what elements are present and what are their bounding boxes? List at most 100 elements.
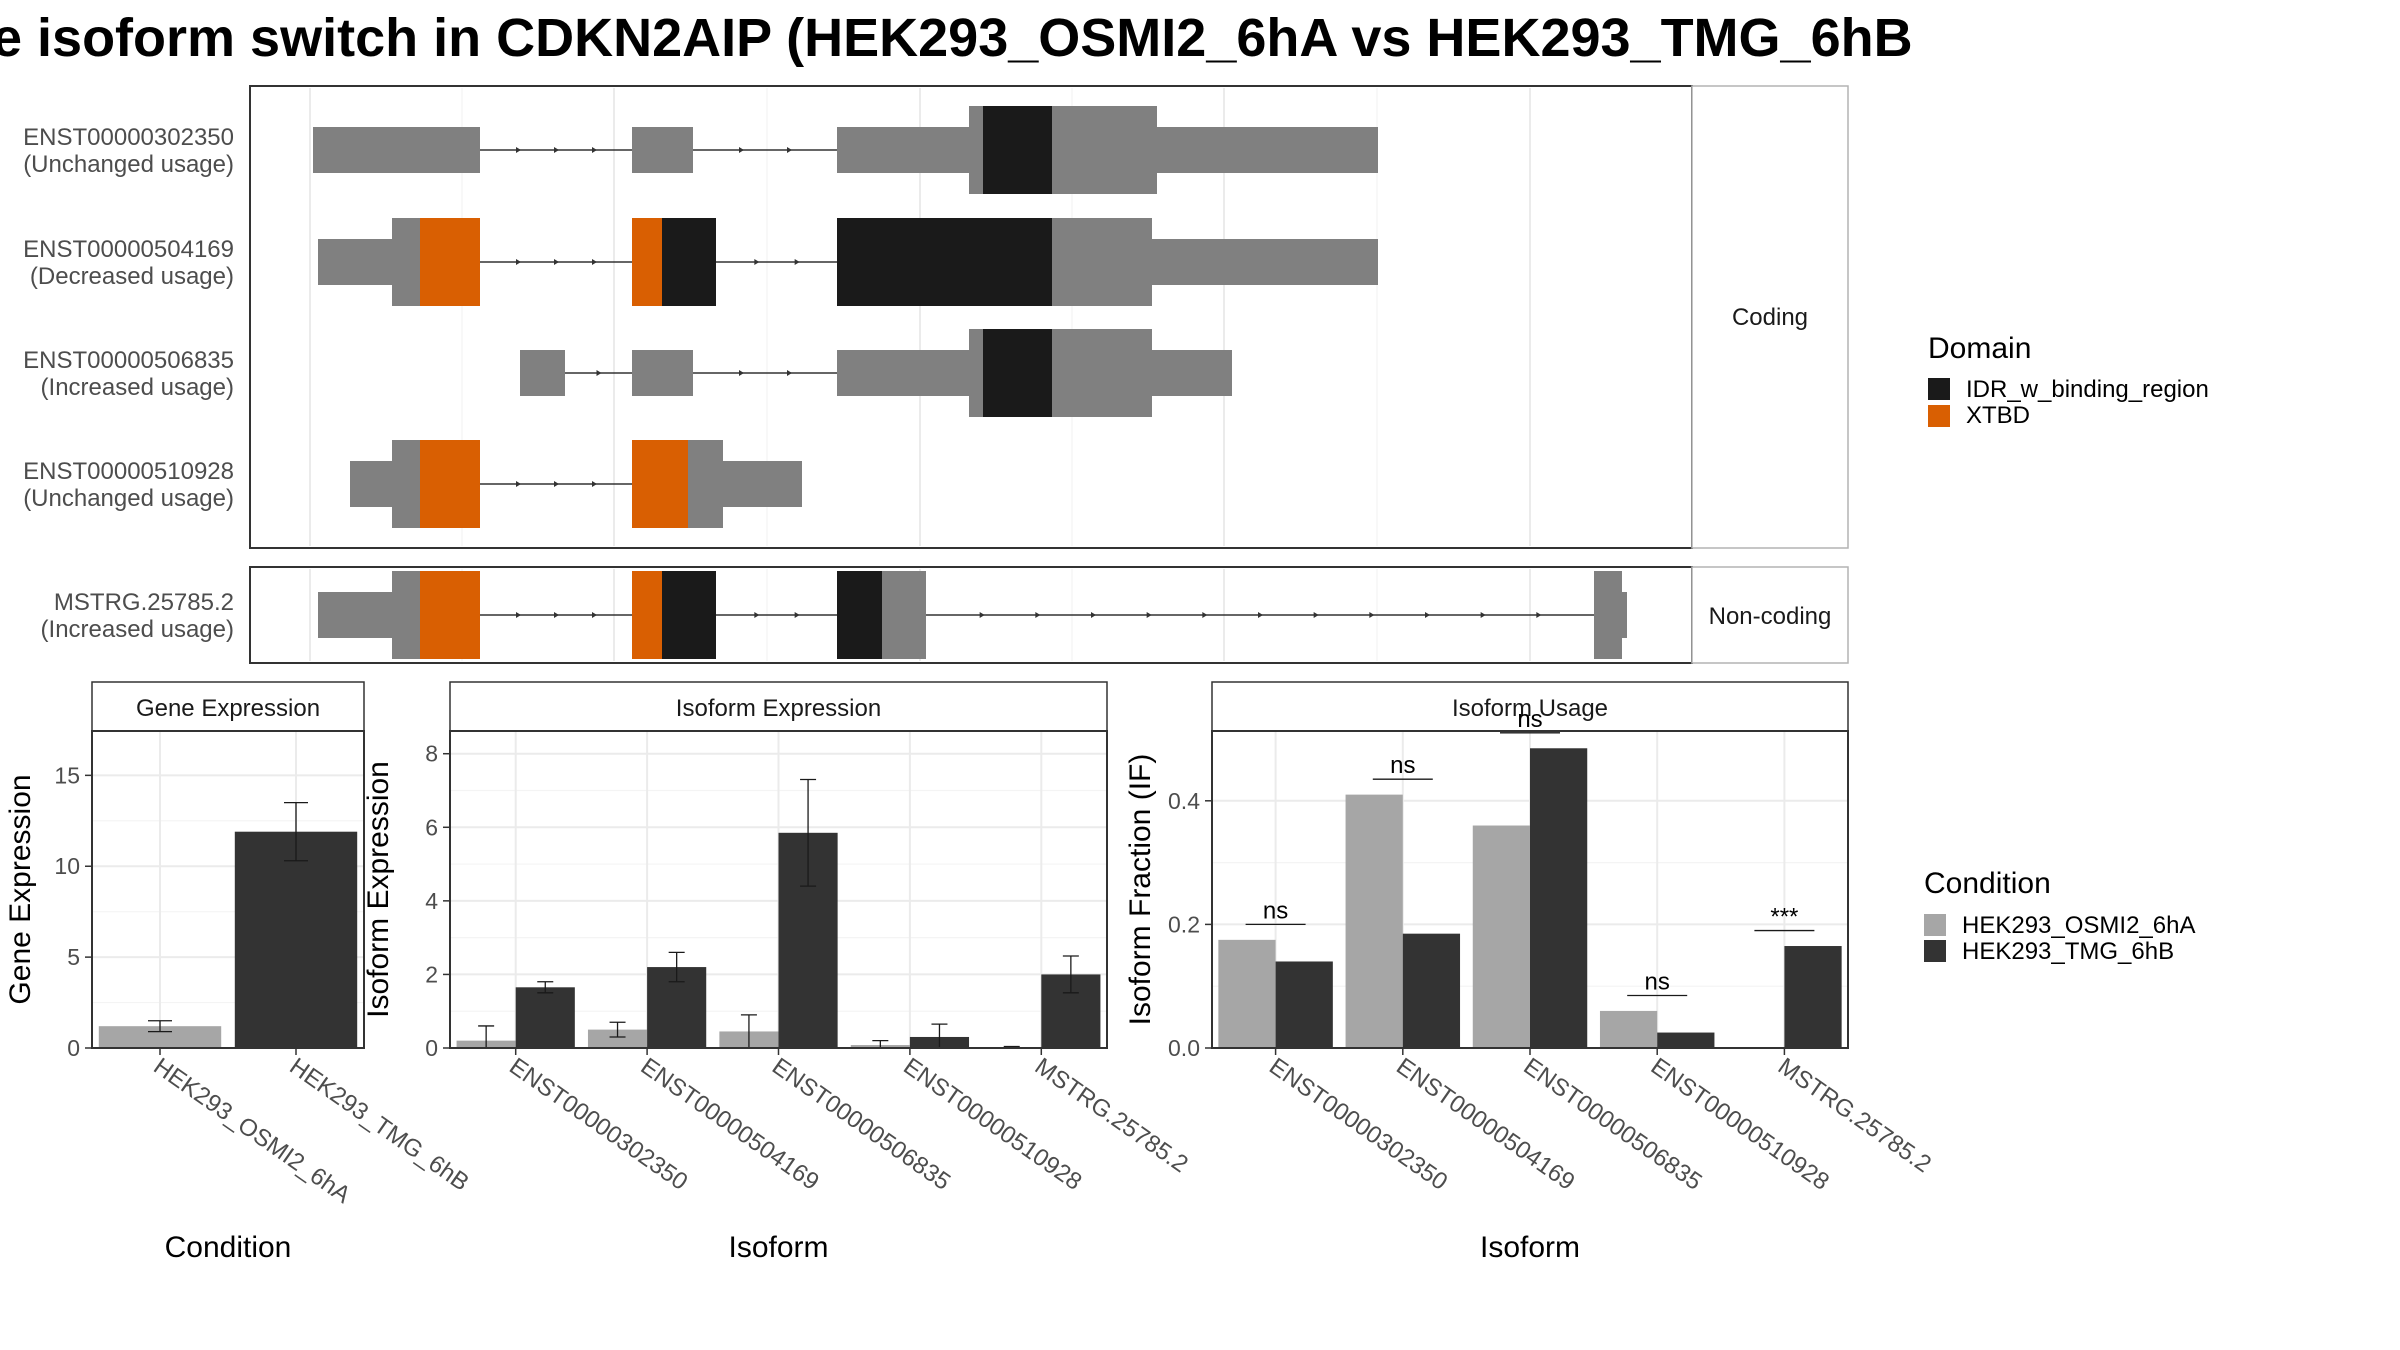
significance-label: ns [1517, 706, 1542, 733]
exon-block [1157, 127, 1378, 173]
intron-arrow [979, 612, 985, 618]
y-tick-label: 0.2 [1168, 911, 1200, 937]
transcript-usage-label: (Unchanged usage) [23, 151, 234, 178]
intron-arrow [592, 481, 597, 487]
intron-arrow [1536, 612, 1542, 618]
bar-HEK293_TMG_6hB-MSTRG.25785.2 [1784, 946, 1842, 1048]
y-tick-label: 0.0 [1168, 1035, 1200, 1061]
intron-arrow [1146, 612, 1152, 618]
transcript-usage-label: (Decreased usage) [30, 263, 234, 290]
y-tick-label: 6 [425, 814, 438, 840]
transcript-id-label: ENST00000506835 [23, 347, 234, 374]
intron-arrow [1480, 612, 1486, 618]
intron-arrow [516, 259, 521, 265]
significance-label: ns [1390, 752, 1415, 779]
intron-arrow [794, 612, 800, 618]
exon-block [969, 106, 983, 194]
domain-legend-key-xtbd [1928, 405, 1950, 427]
intron-arrow [754, 612, 760, 618]
transcript-id-label: ENST00000504169 [23, 236, 234, 263]
intron-arrow [596, 370, 602, 376]
exon-block [1152, 350, 1232, 396]
condition-legend-title: Condition [1924, 867, 2051, 900]
exon-block [632, 127, 693, 173]
y-tick-label: 8 [425, 741, 438, 767]
significance-label: ns [1645, 968, 1670, 995]
bar-HEK293_OSMI2_6hA-ENST00000510928 [1599, 1010, 1658, 1048]
exon-block [392, 218, 420, 306]
y-tick-label: 15 [54, 762, 80, 788]
coding-strip-label: Coding [1732, 304, 1808, 331]
exon-block [969, 329, 983, 417]
exon-block [1052, 106, 1157, 194]
bar-HEK293_TMG_6hB-ENST00000504169 [1402, 933, 1461, 1048]
exon-block [632, 350, 693, 396]
domain-legend-label-idr: IDR_w_binding_region [1966, 376, 2209, 403]
idr-domain-block [837, 218, 1052, 306]
condition-legend: Condition HEK293_OSMI2_6hA HEK293_TMG_6h… [1924, 867, 2195, 965]
xtbd-domain-block [420, 218, 480, 306]
exon-block [392, 571, 420, 659]
y-tick-label: 0 [425, 1035, 438, 1061]
intron-arrow [592, 147, 597, 153]
intron-arrow [554, 481, 559, 487]
y-tick-label: 2 [425, 961, 438, 987]
transcript-row-ENST00000504169: ENST00000504169(Decreased usage) [23, 218, 1378, 306]
bar-panel-3: Isoform Usagensnsnsns***0.00.20.4ENST000… [1124, 681, 1936, 1264]
transcript-id-label: ENST00000302350 [23, 124, 234, 151]
exon-block [1052, 329, 1152, 417]
y-axis-title: Gene Expression [4, 774, 37, 1004]
panel-strip-label: Isoform Usage [1452, 695, 1608, 722]
domain-legend: Domain IDR_w_binding_region XTBD [1928, 332, 2209, 429]
bar-HEK293_OSMI2_6hA-ENST00000506835 [1472, 825, 1530, 1048]
panel-strip-label: Isoform Expression [676, 695, 881, 722]
intron-arrow [1202, 612, 1208, 618]
xtbd-domain-block [420, 571, 480, 659]
coding-strip [1691, 85, 1849, 549]
y-tick-label: 10 [54, 853, 80, 879]
exon-block [1152, 239, 1378, 285]
panel-strip-label: Gene Expression [136, 695, 320, 722]
transcript-id-label: ENST00000510928 [23, 458, 234, 485]
exon-block [318, 592, 392, 638]
transcript-id-label: MSTRG.25785.2 [54, 589, 234, 616]
significance-label: *** [1770, 904, 1798, 931]
xtbd-domain-block [632, 440, 688, 528]
transcript-row-ENST00000506835: ENST00000506835(Increased usage) [23, 329, 1232, 417]
exon-block [392, 440, 420, 528]
figure-title: e isoform switch in CDKN2AIP (HEK293_OSM… [0, 8, 1913, 68]
y-tick-label: 5 [67, 944, 80, 970]
panel-strip [91, 681, 365, 732]
intron-arrow [516, 481, 521, 487]
x-axis-title: Isoform [728, 1231, 828, 1264]
domain-legend-label-xtbd: XTBD [1966, 402, 2030, 429]
bar-HEK293_TMG_6hB-ENST00000510928 [1657, 1032, 1715, 1048]
xtbd-domain-block [632, 218, 662, 306]
x-axis-title: Isoform [1480, 1231, 1580, 1264]
exon-block [723, 461, 802, 507]
transcript-row-MSTRG.25785.2: MSTRG.25785.2(Increased usage) [41, 571, 1627, 659]
exon-block [1594, 571, 1622, 659]
structure-rows: ENST00000302350(Unchanged usage) ENST0000… [23, 106, 1627, 659]
bar-HEK293_TMG_6hB [234, 831, 358, 1048]
exon-block [318, 239, 392, 285]
transcript-row-ENST00000510928: ENST00000510928(Unchanged usage) [23, 440, 802, 528]
exon-block [350, 461, 392, 507]
panel-strip [449, 681, 1108, 732]
noncoding-strip-label: Non-coding [1709, 603, 1832, 630]
domain-legend-title: Domain [1928, 332, 2031, 365]
y-axis-title: Isoform Expression [362, 761, 395, 1018]
intron-arrow [787, 147, 792, 153]
idr-domain-block [837, 571, 882, 659]
intron-arrow [592, 259, 597, 265]
intron-arrow [1035, 612, 1041, 618]
transcript-usage-label: (Increased usage) [41, 374, 234, 401]
intron-arrow [1091, 612, 1096, 618]
intron-arrow [754, 259, 760, 265]
exon-block [1622, 592, 1627, 638]
x-axis-title: Condition [165, 1231, 292, 1264]
noncoding-strip [1691, 566, 1849, 664]
intron-arrow [554, 147, 559, 153]
y-tick-label: 4 [425, 888, 438, 914]
